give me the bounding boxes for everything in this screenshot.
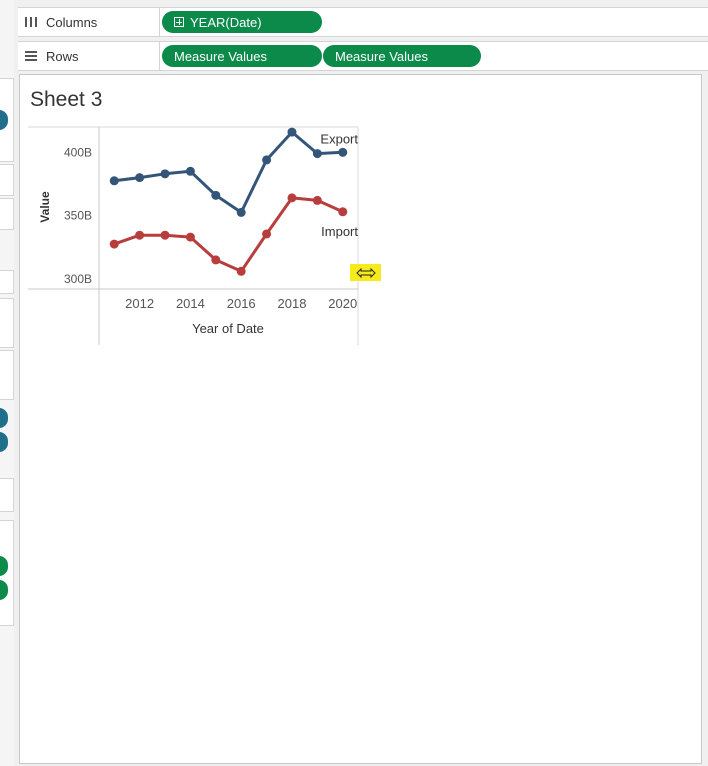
data-point-import [236,266,246,276]
data-point-import [211,255,221,265]
measure-values-pill-label: Measure Values [174,48,267,64]
expand-icon[interactable] [174,17,184,27]
x-tick-label: 2014 [176,296,205,311]
sheet-title: Sheet 3 [30,88,103,111]
panel-card [0,520,14,626]
panel-card [0,298,14,348]
measure-pill-edge[interactable] [0,580,8,600]
data-point-export [338,147,348,157]
dimension-pill-edge[interactable] [0,408,8,428]
year-date-pill[interactable]: YEAR(Date) [162,11,322,33]
data-point-import [160,230,170,240]
data-point-import [262,229,272,239]
measure-values-pill[interactable]: Measure Values [323,45,481,67]
series-line-import [113,196,344,273]
data-point-export [287,127,297,137]
measure-pill-edge[interactable] [0,556,8,576]
measure-values-pill[interactable]: Measure Values [162,45,322,67]
series-label-export: Export [320,131,358,146]
columns-label: Columns [46,14,98,30]
columns-shelf-label: Columns [18,8,160,36]
data-point-export [185,166,195,176]
y-axis-title: Value [38,191,52,223]
data-point-export [160,169,170,179]
panel-card [0,270,14,294]
left-panel-edge [0,0,14,766]
worksheet-canvas[interactable]: Sheet 3 300B 350B 400B 2012 2014 2016 2018 2020… [19,74,702,764]
resize-arrows-icon [355,267,376,278]
panel-card [0,164,14,196]
year-date-pill-label: YEAR(Date) [190,14,262,30]
data-point-import [312,195,322,205]
rows-label: Rows [46,48,79,64]
x-tick-label: 2016 [227,296,256,311]
data-point-import [287,193,297,203]
series-label-import: Import [321,224,358,239]
data-point-import [185,232,195,242]
dimension-pill-edge[interactable] [0,110,8,130]
columns-icon [25,17,37,27]
resize-handle[interactable] [350,264,381,281]
y-tick-label: 400B [64,145,92,159]
series-line-export [114,130,343,214]
data-point-export [262,155,272,165]
x-tick-label: 2012 [125,296,154,311]
y-tick-label: 350B [64,209,92,223]
data-point-import [338,207,348,217]
data-point-export [211,190,221,200]
panel-card [0,198,14,230]
measure-values-pill-label: Measure Values [335,48,428,64]
rows-shelf[interactable]: Rows Measure Values Measure Values [18,41,708,71]
x-tick-label: 2018 [278,296,307,311]
data-point-export [109,176,119,186]
rows-shelf-label: Rows [18,42,160,70]
panel-card [0,350,14,400]
y-tick-label: 300B [64,272,92,286]
data-point-import [135,230,145,240]
data-point-import [109,239,119,249]
dimension-pill-edge[interactable] [0,432,8,452]
x-tick-label: 2020 [328,296,357,311]
line-chart[interactable]: 300B 350B 400B 2012 2014 2016 2018 2020 Year of … [20,121,380,361]
x-axis-title: Year of Date [192,321,264,336]
data-point-export [135,173,145,183]
rows-icon [25,51,37,61]
data-point-export [312,149,322,159]
data-point-export [236,207,246,217]
panel-card [0,478,14,512]
columns-shelf[interactable]: Columns YEAR(Date) [18,7,708,37]
